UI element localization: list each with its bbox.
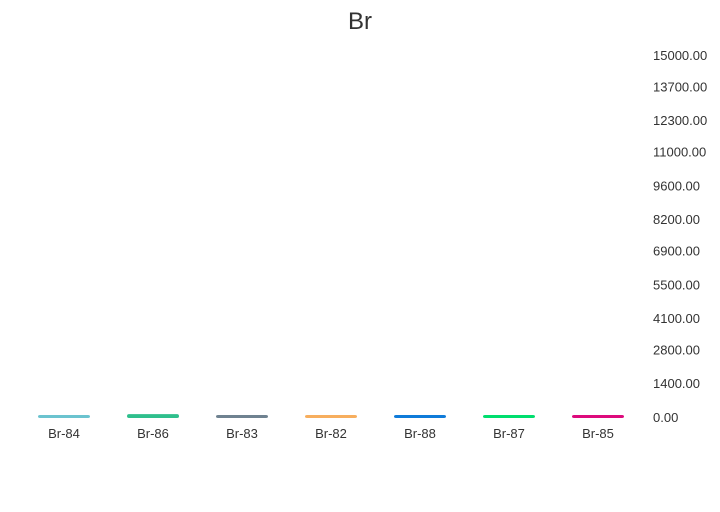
chart-title: Br — [348, 8, 372, 35]
y-axis-ticks: 0.00 1400.00 2800.00 4100.00 5500.00 6900.00 8… — [653, 48, 707, 425]
bar — [394, 415, 446, 418]
bar — [483, 415, 535, 418]
y-tick-label: 8200.00 — [653, 212, 700, 227]
y-tick-label: 4100.00 — [653, 311, 700, 326]
bar — [38, 415, 90, 418]
y-tick-label: 13700.00 — [653, 79, 707, 94]
category-label: Br-83 — [226, 426, 258, 441]
bar — [127, 414, 179, 418]
y-tick-label: 1400.00 — [653, 376, 700, 391]
y-tick-label: 12300.00 — [653, 113, 707, 128]
category-label: Br-88 — [404, 426, 436, 441]
x-axis-categories: Br-84 Br-86 Br-83 Br-82 Br-88 Br-87 Br-85 — [48, 426, 614, 441]
y-tick-label: 9600.00 — [653, 178, 700, 193]
bar — [305, 415, 357, 418]
y-tick-label: 2800.00 — [653, 342, 700, 357]
y-tick-label: 0.00 — [653, 410, 678, 425]
y-tick-label: 5500.00 — [653, 277, 700, 292]
bar — [572, 415, 624, 418]
y-tick-label: 15000.00 — [653, 48, 707, 63]
category-label: Br-84 — [48, 426, 80, 441]
y-tick-label: 11000.00 — [653, 145, 706, 160]
category-label: Br-85 — [582, 426, 614, 441]
bar — [216, 415, 268, 418]
category-label: Br-82 — [315, 426, 347, 441]
category-label: Br-87 — [493, 426, 525, 441]
bars — [38, 414, 624, 418]
y-tick-label: 6900.00 — [653, 243, 700, 258]
category-label: Br-86 — [137, 426, 169, 441]
